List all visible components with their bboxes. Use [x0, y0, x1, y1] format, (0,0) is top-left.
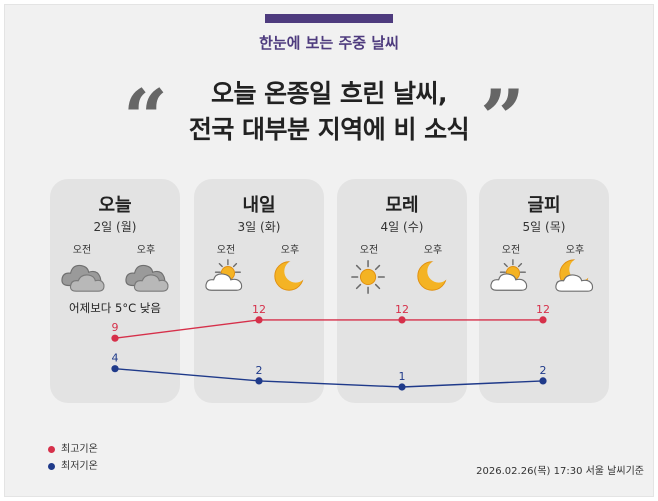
am-label: 오전 — [501, 245, 521, 256]
am-label: 오전 — [72, 245, 92, 256]
pm-label: 오후 — [423, 245, 443, 256]
day-name: 글피 — [527, 195, 561, 216]
legend-high-label: 최고기온 — [61, 444, 98, 455]
quote-close-icon: ” — [480, 73, 525, 164]
headline-line-2: 전국 대부분 지역에 비 소식 — [188, 115, 470, 144]
sun-icon — [351, 260, 385, 294]
cloudy-icon — [61, 264, 105, 292]
accent-bar — [265, 14, 393, 23]
day-date: 3일 (화) — [237, 220, 281, 234]
day-card-third-day: 글피 5일 (목) 오전 오후 — [479, 179, 609, 403]
day-date: 5일 (목) — [522, 220, 566, 234]
pm-label: 오후 — [136, 245, 156, 256]
am-label: 오전 — [359, 245, 379, 256]
day-date: 4일 (수) — [380, 220, 424, 234]
subtitle: 한눈에 보는 주중 날씨 — [259, 34, 399, 52]
day-card-tomorrow: 내일 3일 (화) 오전 오후 — [194, 179, 324, 403]
day-card-today: 오늘 2일 (월) 오전 오후 어제보다 5°C 낮음 — [50, 179, 180, 403]
temperature-note: 어제보다 5°C 낮음 — [69, 301, 161, 315]
moon-icon — [274, 259, 308, 291]
partly-cloudy-icon — [490, 259, 528, 291]
footer-timestamp: 2026.02.26(목) 17:30 서울 날씨기준 — [476, 466, 644, 477]
legend-low-label: 최저기온 — [61, 461, 98, 472]
pm-label: 오후 — [280, 245, 300, 256]
day-name: 내일 — [242, 195, 276, 216]
day-date: 2일 (월) — [93, 220, 137, 234]
headline-line-1: 오늘 온종일 흐린 날씨, — [210, 79, 448, 108]
legend-high: 최고기온 — [48, 440, 98, 455]
am-label: 오전 — [216, 245, 236, 256]
moon-icon — [417, 259, 451, 291]
legend-low-dot — [48, 462, 55, 470]
day-name: 오늘 — [98, 195, 132, 216]
quote-open-icon: “ — [123, 73, 168, 164]
day-card-day-after: 모레 4일 (수) 오전 오후 — [337, 179, 467, 403]
moon-cloud-icon — [555, 257, 594, 292]
pm-label: 오후 — [565, 245, 585, 256]
legend-low: 최저기온 — [48, 457, 98, 472]
legend-high-dot — [48, 445, 55, 453]
cloudy-icon — [125, 264, 169, 292]
partly-cloudy-icon — [205, 259, 243, 291]
day-name: 모레 — [385, 195, 419, 216]
